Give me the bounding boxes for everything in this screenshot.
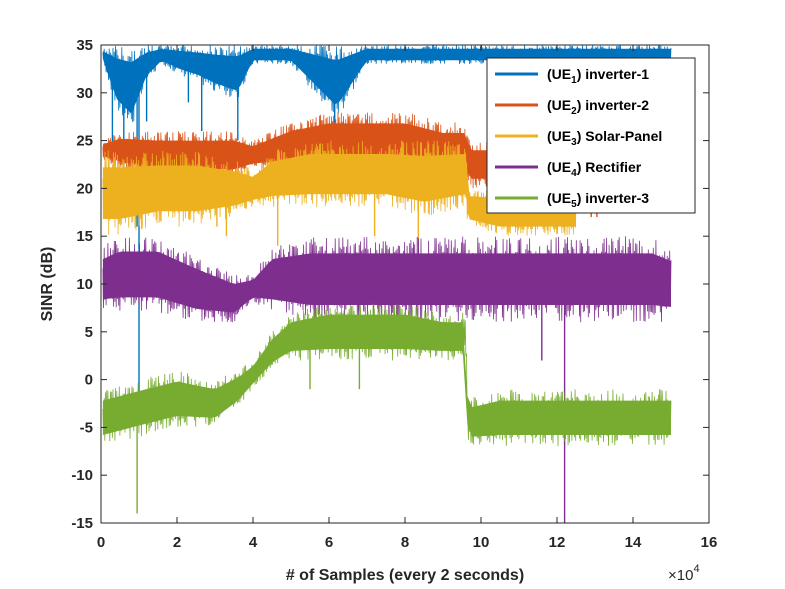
legend-label-suffix: ) Solar-Panel — [577, 128, 663, 144]
legend-label-suffix: ) Rectifier — [577, 159, 642, 175]
legend-label-4: (UE4) Rectifier — [547, 159, 642, 179]
legend-label-sub: 2 — [571, 106, 577, 117]
y-tick-label-2: 25 — [76, 133, 93, 150]
legend-label-sub: 5 — [571, 199, 577, 210]
legend-label-prefix: (UE — [547, 159, 571, 175]
legend-label-1: (UE1) inverter-1 — [547, 66, 649, 86]
legend-label-suffix: ) inverter-2 — [577, 97, 650, 113]
y-tick-label-8: -5 — [80, 419, 93, 436]
x-tick-label-8: 16 — [701, 534, 718, 551]
x-tick-label-5: 10 — [473, 534, 490, 551]
x-tick-label-1: 2 — [173, 534, 181, 551]
series-5-band — [102, 314, 671, 437]
x-axis-title: # of Samples (every 2 seconds) — [286, 567, 524, 584]
legend-label-5: (UE5) inverter-3 — [547, 190, 649, 210]
series-layer — [102, 44, 672, 523]
legend-label-suffix: ) inverter-1 — [577, 66, 650, 82]
legend-label-sub: 4 — [571, 168, 577, 179]
y-tick-label-6: 5 — [85, 324, 93, 341]
y-tick-label-7: 0 — [85, 372, 93, 389]
series-5 — [102, 303, 672, 514]
legend-label-prefix: (UE — [547, 66, 571, 82]
x-tick-label-0: 0 — [97, 534, 105, 551]
series-1-trace — [102, 44, 672, 123]
y-tick-label-1: 30 — [76, 85, 93, 102]
y-tick-label-9: -10 — [71, 467, 93, 484]
legend-label-sub: 1 — [571, 75, 577, 86]
x-tick-label-7: 14 — [625, 534, 642, 551]
series-3 — [102, 140, 577, 246]
series-1 — [102, 44, 672, 399]
legend-label-prefix: (UE — [547, 190, 571, 206]
legend-label-prefix: (UE — [547, 128, 571, 144]
x-tick-label-2: 4 — [249, 534, 258, 551]
y-axis-title: SINR (dB) — [39, 247, 56, 322]
x-multiplier: ×104 — [668, 563, 700, 584]
series-4-trace — [102, 236, 672, 323]
y-tick-label-0: 35 — [76, 37, 93, 54]
legend-label-3: (UE3) Solar-Panel — [547, 128, 662, 148]
legend-label-suffix: ) inverter-3 — [577, 190, 650, 206]
legend: (UE1) inverter-1(UE2) inverter-2(UE3) So… — [486, 57, 696, 214]
y-tick-label-3: 20 — [76, 180, 93, 197]
y-tick-label-5: 10 — [76, 276, 93, 293]
x-multiplier-base: ×10 — [668, 567, 693, 584]
series-2-band — [102, 123, 596, 204]
legend-label-sub: 3 — [571, 137, 577, 148]
x-tick-label-4: 8 — [401, 534, 409, 551]
legend-label-prefix: (UE — [547, 97, 571, 113]
legend-label-2: (UE2) inverter-2 — [547, 97, 649, 117]
x-tick-label-3: 6 — [325, 534, 333, 551]
y-tick-label-4: 15 — [76, 228, 93, 245]
series-5-trace — [102, 303, 672, 447]
x-multiplier-exp: 4 — [693, 563, 699, 575]
y-tick-label-10: -15 — [71, 515, 93, 532]
x-tick-label-6: 12 — [549, 534, 566, 551]
